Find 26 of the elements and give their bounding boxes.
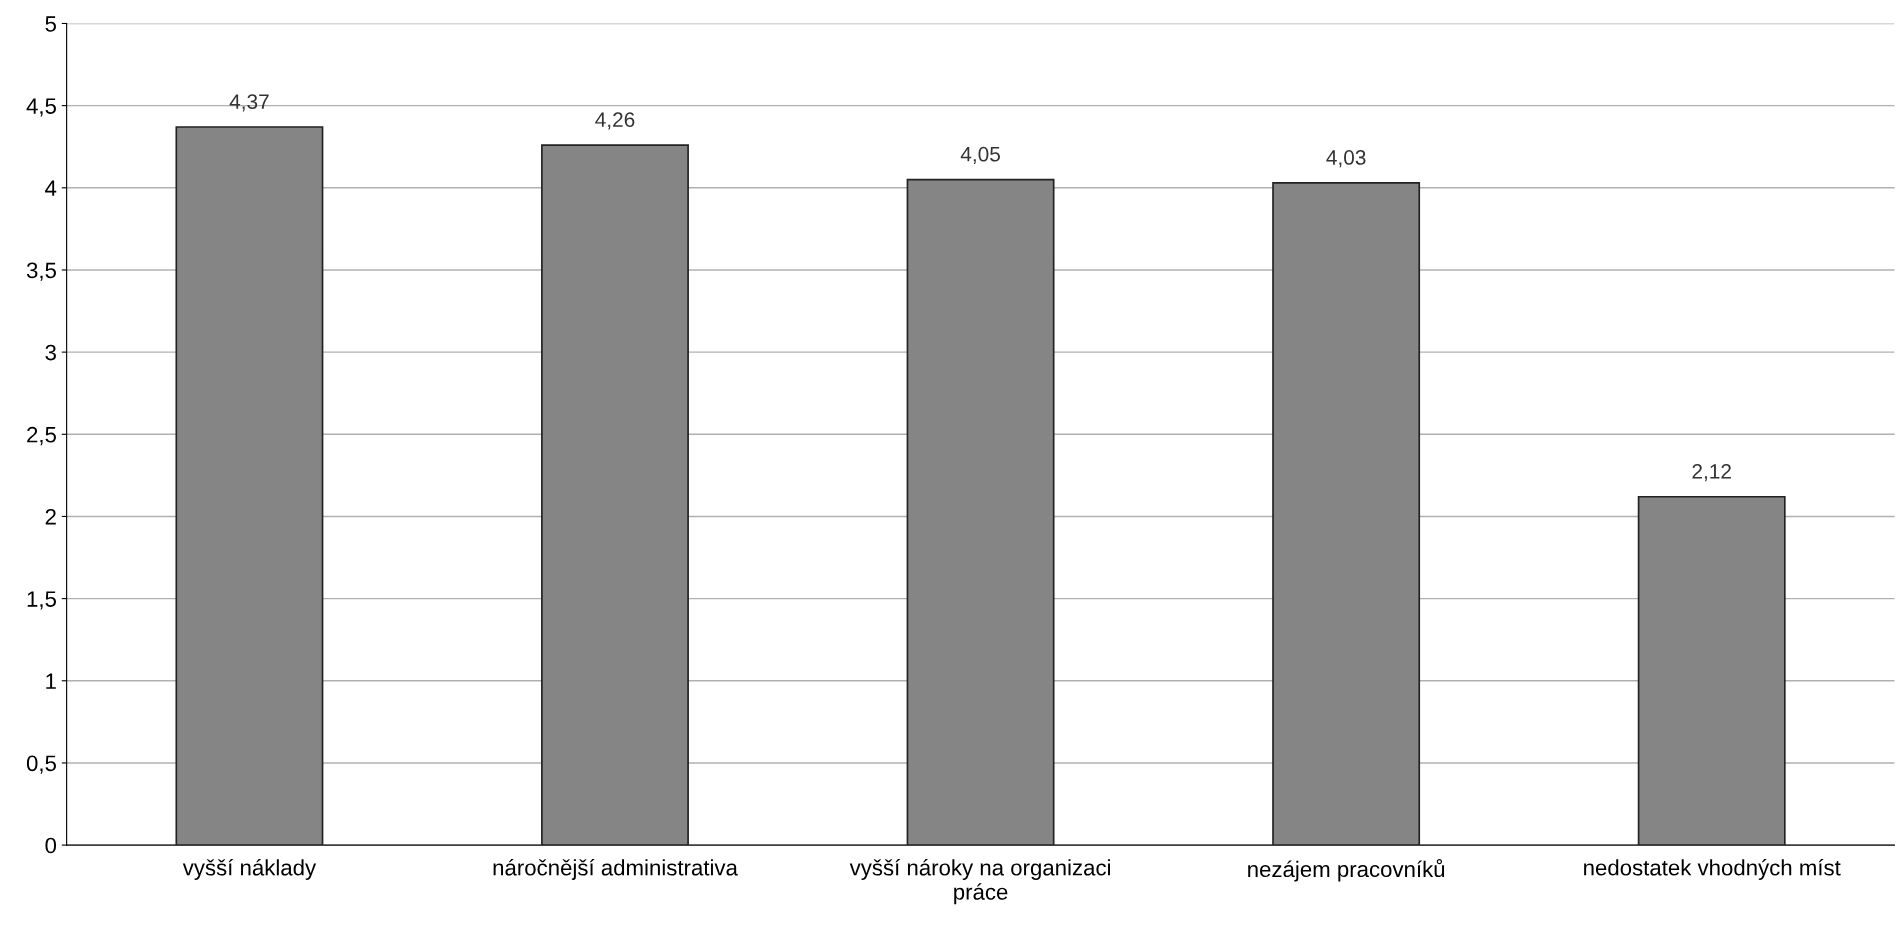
y-tick-label: 4,5	[26, 98, 56, 117]
y-tick-label: 1	[46, 673, 56, 689]
x-tick-label: vyšší nároky na organizaci práce	[849, 858, 1110, 905]
data-label: 4,03	[1326, 150, 1366, 168]
y-tick-label: 5	[45, 16, 56, 32]
y-tick-label: 3	[45, 344, 56, 361]
x-tick-label: vyšší náklady	[182, 858, 317, 880]
bar	[1272, 182, 1421, 846]
x-tick-label: nezájem pracovníků	[1248, 858, 1445, 882]
y-tick-label: 0,5	[26, 755, 56, 774]
data-label: 4,26	[595, 112, 635, 130]
data-label: 2,12	[1692, 463, 1731, 482]
bar	[906, 178, 1055, 846]
bar	[541, 144, 689, 846]
y-tick-label: 0	[45, 837, 57, 854]
bar	[175, 126, 324, 846]
y-tick-label: 1,5	[27, 591, 56, 610]
x-tick-label: náročnější administrativa	[493, 858, 738, 880]
x-tick-label: nedostatek vhodných míst	[1584, 858, 1841, 880]
y-tick-label: 3,5	[26, 262, 56, 281]
y-tick-label: 4	[45, 180, 57, 196]
data-label: 4,05	[960, 146, 1000, 165]
data-label: 4,37	[229, 94, 269, 112]
bar	[1637, 495, 1786, 846]
y-tick-label: 2,5	[27, 426, 56, 446]
y-tick-label: 2	[45, 508, 56, 525]
